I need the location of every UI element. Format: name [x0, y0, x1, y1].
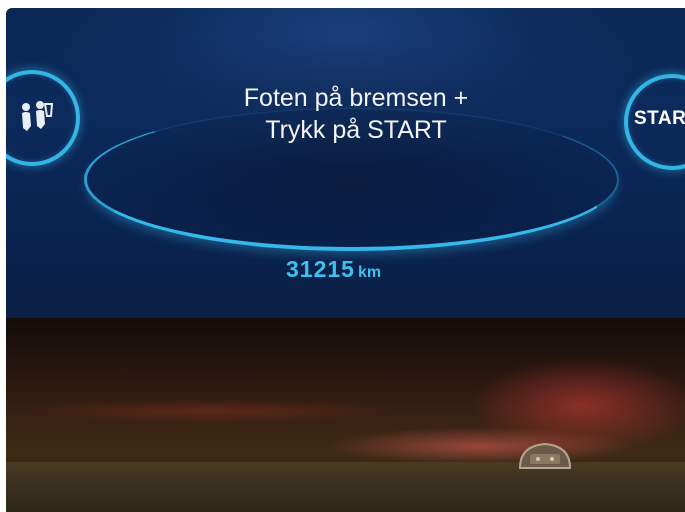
seat-belt-indicator-ring: [6, 70, 80, 166]
start-instruction-message: Foten på bremsen + Trykk på START: [166, 82, 546, 146]
start-button-ring: START: [624, 74, 685, 170]
message-line-2: Trykk på START: [265, 116, 447, 144]
instrument-display: START Foten på bremsen + Trykk på START …: [6, 8, 685, 318]
message-line-1: Foten på bremsen +: [243, 84, 469, 112]
engine-warning-icon: [518, 442, 572, 469]
odometer-readout: 31215 km: [286, 256, 381, 283]
dashboard-trim: [6, 318, 685, 512]
odometer-value: 31215: [286, 256, 355, 282]
seat-belt-icon: [22, 101, 54, 131]
photo-frame: START Foten på bremsen + Trykk på START …: [6, 8, 685, 512]
odometer-unit: km: [357, 264, 382, 281]
dashboard-lower-panel: [6, 462, 685, 512]
message-ellipse: [84, 108, 619, 251]
start-button-label: START: [634, 108, 685, 129]
